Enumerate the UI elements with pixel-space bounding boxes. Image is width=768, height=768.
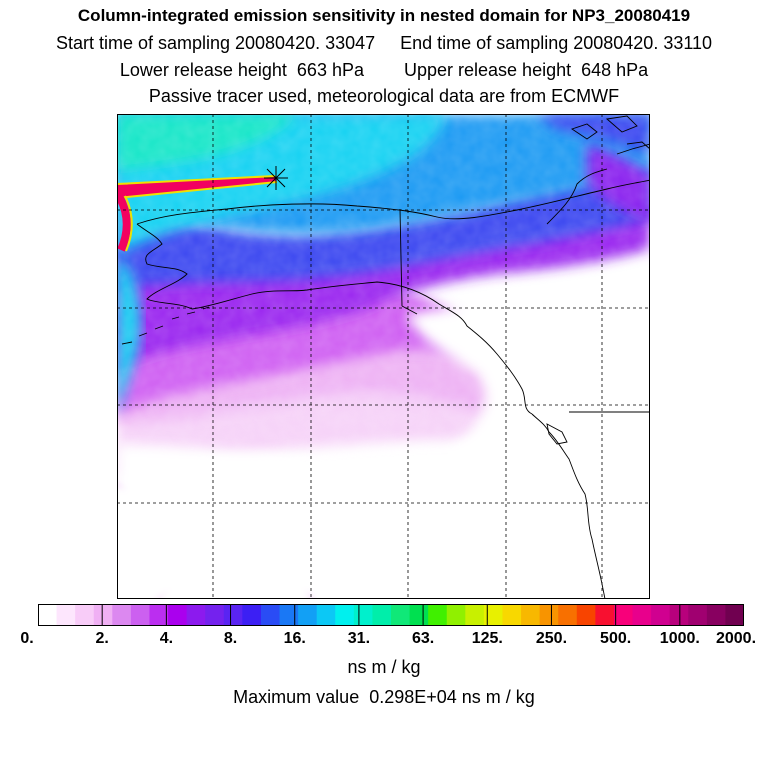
colorbar-cell — [242, 604, 262, 626]
colorbar-cell — [669, 604, 689, 626]
colorbar-cell — [298, 604, 318, 626]
colorbar-cell — [391, 604, 411, 626]
colorbar-cell — [558, 604, 578, 626]
alaska-west-coast — [136, 223, 193, 310]
colorbar-cell — [595, 604, 615, 626]
aleutian-islands — [121, 306, 210, 345]
colorbar-cell — [75, 604, 95, 626]
colorbar-tick-label: 8. — [223, 630, 238, 647]
colorbar-cell — [56, 604, 76, 626]
colorbar-tick-label: 2. — [95, 630, 109, 647]
political-borders — [399, 208, 650, 413]
colorbar-cell — [149, 604, 169, 626]
colorbar-tick-label: 1000. — [659, 630, 700, 647]
colorbar-cell — [725, 604, 744, 626]
colorbar-frame — [38, 604, 744, 626]
colorbar-cell — [613, 604, 634, 626]
colorbar-cell — [651, 604, 671, 626]
colorbar-cell — [539, 604, 559, 626]
colorbar-cell — [112, 604, 132, 626]
colorbar-cell — [223, 604, 243, 626]
colorbar-tick-label: 125. — [471, 630, 503, 647]
tracer-note: Passive tracer used, meteorological data… — [148, 86, 620, 106]
colorbar-cell — [521, 604, 541, 626]
colorbar-tick-labels: 0. 2. 4. 8. 16. 31. 63. 125. 250. 500. 1000. 2000. — [0, 630, 768, 652]
colorbar-cell — [576, 604, 596, 626]
colorbar-cell — [93, 604, 113, 626]
release-plume-yellow — [117, 175, 278, 199]
colorbar-cell — [279, 604, 299, 626]
sampling-times: Start time of sampling 20080420. 33047 E… — [55, 33, 713, 53]
colorbar-tick-label: 63. — [411, 630, 435, 647]
graticule — [117, 114, 650, 599]
colorbar-cell — [205, 604, 225, 626]
coastlines — [121, 115, 650, 599]
colorbar-tick-label: 2000. — [715, 630, 757, 647]
colorbar-cell — [502, 604, 522, 626]
release-point-asterisk — [264, 166, 288, 190]
colorbar-tick-label: 31. — [347, 630, 371, 647]
colorbar-cell — [409, 604, 429, 626]
colorbar-units: ns m / kg — [347, 657, 421, 677]
colorbar-cell — [130, 604, 151, 626]
colorbar-tick-label: 250. — [535, 630, 568, 647]
field-texture — [117, 114, 650, 599]
colorbar-cell — [186, 604, 206, 626]
release-plume-red — [117, 176, 277, 198]
colorbar-cell — [688, 604, 708, 626]
colorbar-cell — [38, 604, 58, 626]
release-plume-arc — [117, 194, 131, 252]
release-heights: Lower release height 663 hPa Upper relea… — [119, 60, 649, 80]
map-frame — [117, 114, 650, 599]
colorbar-cell — [465, 604, 485, 626]
map-title: Column-integrated emission sensitivity i… — [77, 6, 691, 25]
alaska-north-coast — [136, 179, 650, 225]
colorbar-cell — [428, 604, 448, 626]
bc-yukon-border — [401, 305, 418, 315]
maximum-value: Maximum value 0.298E+04 ns m / kg — [233, 687, 535, 707]
colorbar-cell — [632, 604, 652, 626]
colorbar-cell — [353, 604, 374, 626]
colorbar-cell — [168, 604, 188, 626]
sensitivity-field — [117, 114, 650, 599]
release-plume-arc-yellow — [124, 195, 133, 252]
colorbar — [38, 604, 744, 626]
colorbar-dividers — [101, 604, 681, 626]
colorbar-cell — [335, 604, 355, 626]
hudson-bay-coast — [546, 143, 650, 225]
colorbar-tick-label: 500. — [600, 630, 632, 647]
arctic-islands — [570, 115, 650, 150]
vancouver-island — [546, 423, 568, 445]
colorbar-cell — [316, 604, 336, 626]
colorbar-cell — [483, 604, 504, 626]
emission-sensitivity-map — [117, 114, 650, 599]
colorbar-cells — [38, 604, 744, 626]
alaska-canada-border — [399, 208, 403, 307]
alaska-south-coast — [191, 281, 533, 415]
colorbar-tick-label: 4. — [159, 630, 174, 647]
colorbar-cell — [260, 604, 281, 626]
colorbar-tick-label: 0. — [20, 630, 34, 647]
colorbar-cell — [372, 604, 392, 626]
colorbar-tick-label: 16. — [283, 630, 306, 647]
colorbar-cell — [706, 604, 727, 626]
colorbar-cell — [446, 604, 466, 626]
